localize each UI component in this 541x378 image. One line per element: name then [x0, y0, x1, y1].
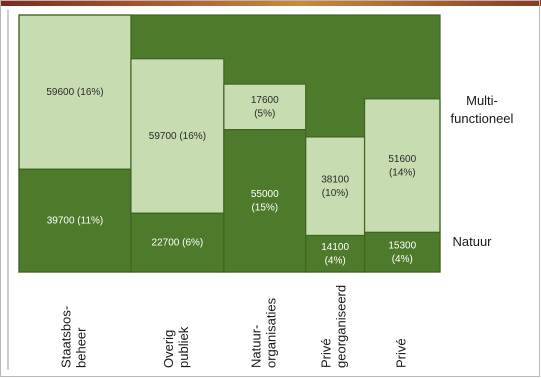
category-label-overig-publiek: Overigpubliek [161, 326, 191, 368]
bar-multifunctioneel-natuur-organisaties [223, 83, 307, 131]
bar-multifunctioneel-priv [363, 98, 441, 234]
data-label-multifunctioneel-priv-georganiseerd: 38100 (10%) [321, 174, 349, 199]
data-label-multifunctioneel-natuur-organisaties: 17600 (5%) [251, 95, 279, 120]
category-label-staatsbos-beheer: Staatsbos-beheer [59, 306, 89, 368]
bar-natuur-priv [363, 231, 441, 273]
data-label-multifunctioneel-overig-publiek: 59700 (16%) [149, 131, 206, 142]
legend-multifunctioneel: Multi-functioneel [451, 94, 514, 127]
bar-natuur-overig-publiek [130, 212, 225, 273]
data-label-natuur-staatsbos-beheer: 39700 (11%) [47, 215, 104, 226]
bar-multifunctioneel-overig-publiek [130, 58, 225, 214]
data-label-natuur-natuur-organisaties: 55000 (15%) [251, 189, 279, 214]
legend-natuur: Natuur [452, 234, 492, 249]
data-label-multifunctioneel-priv: 51600 (14%) [388, 154, 416, 179]
bar-natuur-natuur-organisaties [223, 129, 307, 273]
bar-multifunctioneel-priv-georganiseerd [305, 136, 366, 237]
category-label-priv-georganiseerd: Privégeorganiseerd [319, 285, 349, 368]
data-label-natuur-priv-georganiseerd: 14100 (4%) [321, 242, 349, 267]
data-label-natuur-priv: 15300 (4%) [388, 240, 416, 265]
plot-border [18, 14, 441, 273]
data-label-multifunctioneel-staatsbos-beheer: 59600 (16%) [46, 87, 103, 98]
bar-multifunctioneel-staatsbos-beheer [18, 14, 132, 170]
category-label-priv: Privé [394, 338, 409, 368]
header-stripe [0, 0, 541, 6]
data-label-natuur-overig-publiek: 22700 (6%) [152, 237, 204, 248]
category-label-natuur-organisaties: Natuur-organisaties [249, 297, 279, 368]
